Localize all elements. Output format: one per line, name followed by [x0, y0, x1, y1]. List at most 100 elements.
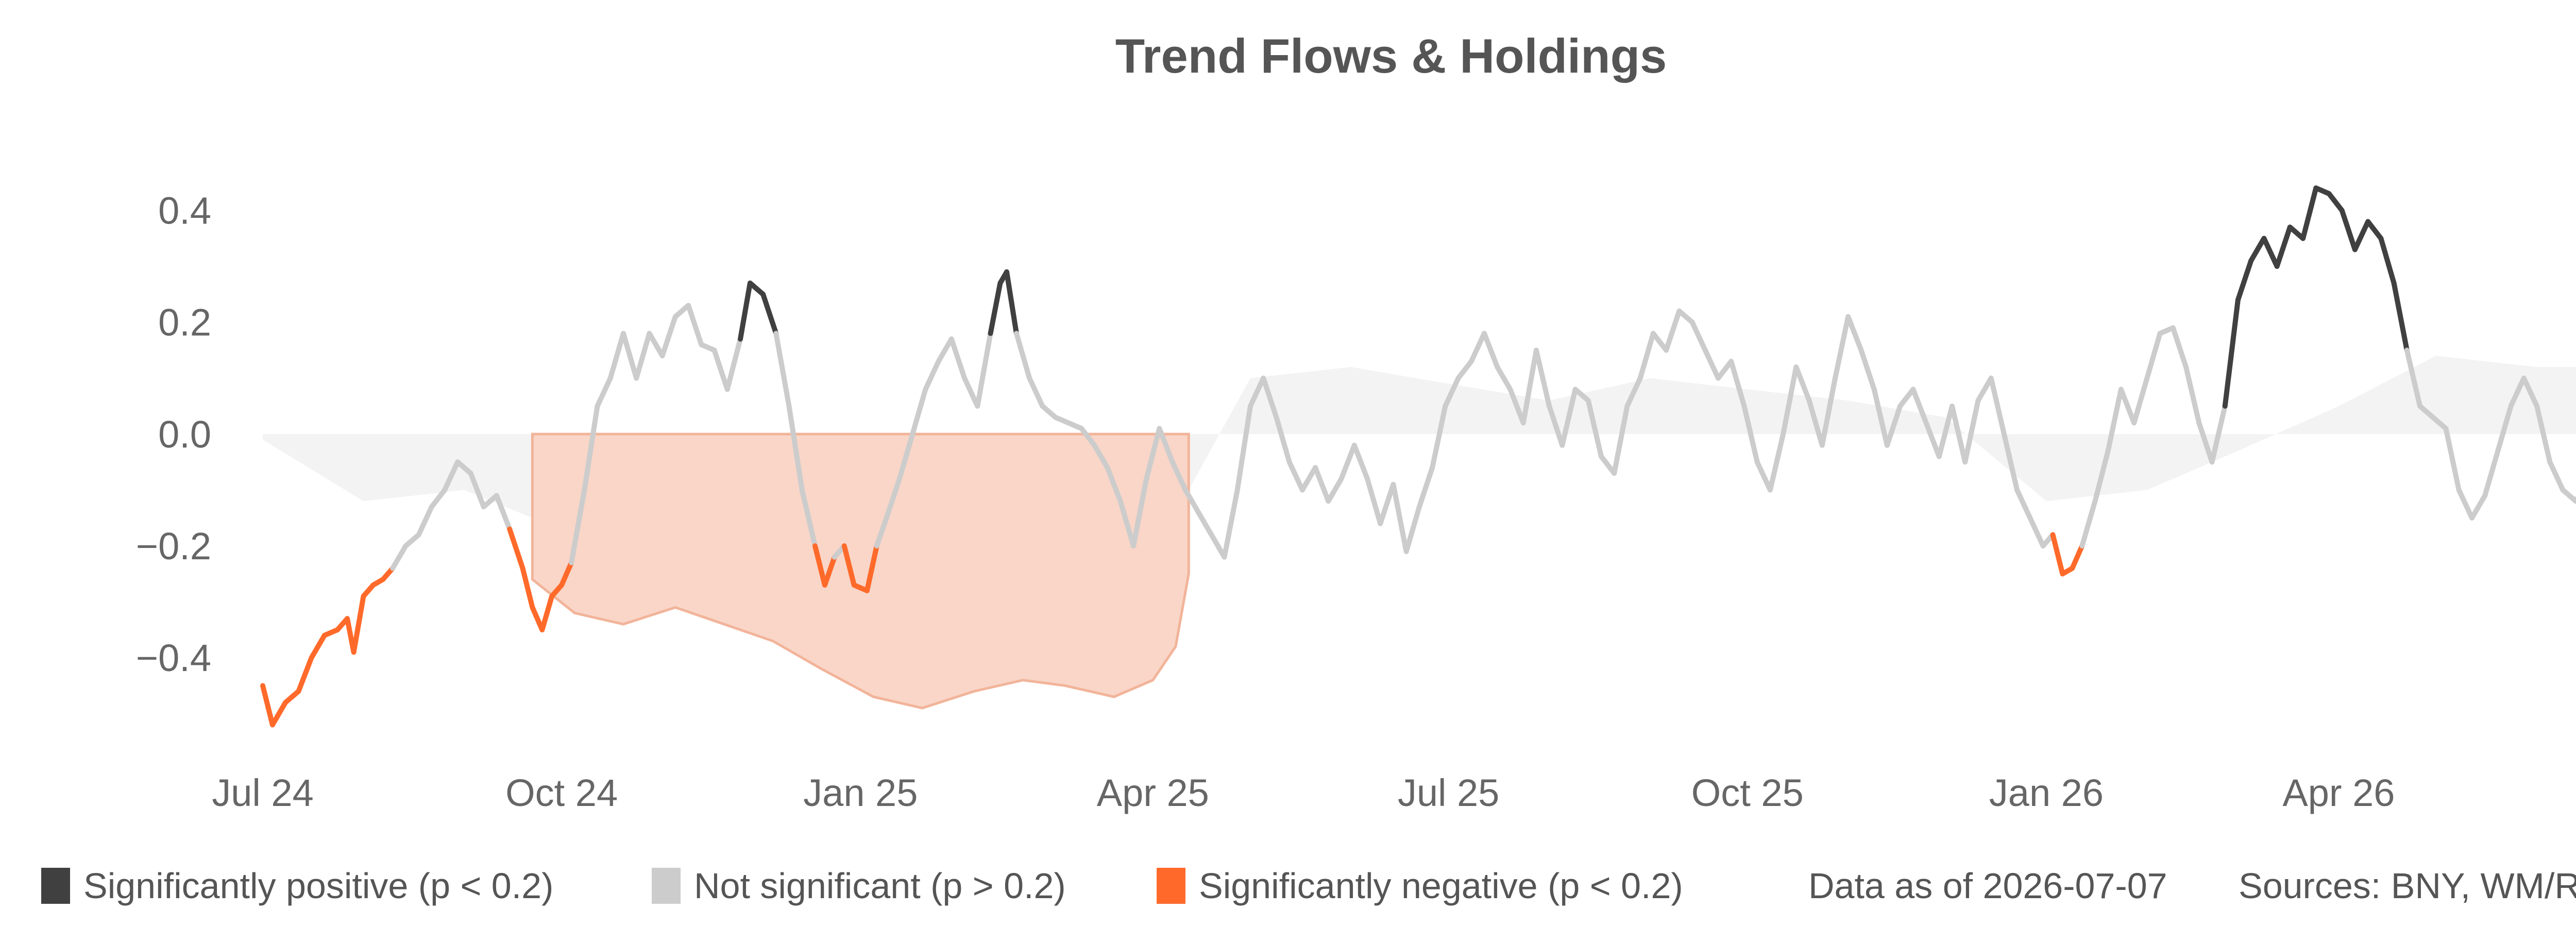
signal-line-segment — [2378, 235, 2397, 286]
signal-line-segment — [1391, 482, 1409, 554]
signal-line-segment — [647, 331, 665, 358]
signal-line-segment — [2105, 387, 2124, 454]
signal-line-segment — [442, 459, 461, 493]
signal-line-segment — [2209, 403, 2228, 465]
signal-line-segment — [582, 403, 600, 493]
signal-line-segment — [2222, 297, 2241, 409]
signal-line-segment — [2131, 375, 2150, 426]
signal-line-segment — [1599, 454, 1617, 476]
signal-line-segment — [884, 476, 902, 521]
signal-line-segment — [1092, 442, 1110, 470]
signal-line-segment — [1858, 348, 1877, 392]
signal-line-segment — [1313, 465, 1331, 504]
signal-line-segment — [2352, 219, 2371, 252]
y-tick-label: 0.2 — [158, 301, 211, 344]
signal-line-segment — [1910, 387, 1929, 426]
signal-line-segment — [559, 560, 574, 588]
signal-line-segment — [2079, 499, 2098, 548]
signal-line-segment — [2495, 403, 2514, 454]
signal-line-segment — [747, 280, 766, 297]
signal-line-segment — [416, 504, 434, 538]
signal-line-segment — [2326, 191, 2345, 213]
signal-line-segment — [1637, 331, 1656, 381]
signal-line-segment — [1897, 387, 1916, 409]
signal-line-segment — [962, 375, 980, 409]
signal-line-segment — [520, 565, 535, 610]
signal-line-segment — [988, 280, 1003, 336]
signal-line-segment — [1299, 465, 1318, 493]
signal-line-segment — [1144, 426, 1162, 482]
signal-line-segment — [1689, 319, 1708, 353]
signal-line-segment — [1547, 403, 1565, 448]
signal-line-segment — [1495, 364, 1513, 392]
signal-line-segment — [2534, 403, 2553, 465]
signal-line-segment — [2339, 208, 2358, 252]
signal-line-segment — [2235, 258, 2254, 303]
signal-line-segment — [595, 375, 613, 409]
signal-line-segment — [403, 532, 421, 548]
x-tick-label: Jul 24 — [212, 771, 313, 814]
x-tick-label: Jan 25 — [803, 771, 918, 814]
signal-line-segment — [620, 331, 639, 381]
signal-line-segment — [2118, 387, 2137, 426]
signal-line-segment — [738, 280, 753, 342]
signal-line-segment — [975, 331, 993, 409]
signal-line-segment — [2300, 185, 2319, 241]
signal-line-segment — [822, 554, 837, 588]
signal-line-segment — [1468, 331, 1487, 364]
sources-note: Sources: BNY, WM/Refinitiv — [2239, 866, 2576, 906]
signal-line-segment — [1793, 364, 1812, 403]
x-tick-label: Apr 25 — [1097, 771, 1209, 814]
legend: Significantly positive (p < 0.2) Not sig… — [0, 865, 2576, 917]
signal-line-segment — [1781, 364, 1799, 437]
x-tick-label: Oct 24 — [505, 771, 618, 814]
signal-line-segment — [1871, 387, 1890, 448]
signal-line-segment — [283, 689, 301, 705]
signal-line-segment — [1222, 487, 1240, 560]
signal-line-segment — [569, 487, 587, 565]
legend-label-positive: Significantly positive (p < 0.2) — [83, 866, 554, 906]
signal-line-segment — [1923, 420, 1942, 459]
signal-line-segment — [1962, 398, 1981, 465]
y-tick-label: 0.4 — [158, 190, 211, 232]
signal-line-segment — [1702, 348, 1721, 381]
legend-item-negative: Significantly negative (p < 0.2) — [1157, 865, 1683, 906]
signal-line-segment — [455, 459, 473, 476]
signal-line-segment — [1767, 431, 1786, 493]
signal-line-segment — [1182, 487, 1201, 515]
signal-line-segment — [1884, 403, 1903, 448]
signal-line-segment — [1004, 269, 1019, 336]
signal-line-segment — [1806, 398, 1825, 448]
signal-line-segment — [672, 303, 691, 319]
signal-line-segment — [1378, 482, 1396, 526]
signal-line-segment — [530, 605, 545, 632]
signal-line-segment — [296, 655, 314, 694]
signal-line-segment — [948, 336, 968, 381]
signal-line-segment — [1819, 375, 1838, 448]
signal-line-segment — [1716, 358, 1734, 381]
signal-line-segment — [429, 487, 448, 509]
signal-line-segment — [2443, 426, 2462, 493]
signal-line-segment — [799, 487, 818, 548]
negative-holdings-area — [531, 433, 1190, 710]
signal-line-segment — [2196, 420, 2215, 465]
signal-line-segment — [1105, 465, 1123, 504]
signal-line-segment — [1170, 459, 1188, 493]
signal-line-segment — [1507, 387, 1526, 426]
signal-line-segment — [1248, 375, 1266, 409]
signal-line-segment — [1845, 314, 1864, 353]
signal-line-segment — [2430, 415, 2449, 431]
signal-line-segment — [2404, 348, 2423, 409]
signal-line-segment — [686, 303, 704, 348]
signal-line-segment — [1338, 442, 1357, 482]
signal-line-segment — [864, 543, 879, 593]
signal-line-segment — [1365, 476, 1383, 526]
signal-line-segment — [2001, 431, 2020, 493]
signal-line-segment — [468, 470, 486, 509]
signal-line-segment — [2274, 225, 2293, 269]
signal-line-segment — [2050, 532, 2065, 577]
signal-line-segment — [874, 515, 889, 548]
plot-area: 0.4 0.2 0.0 −0.2 −0.4 Jul 24 Oct 24 Jan 25 Apr … — [136, 185, 2576, 814]
signal-line-segment — [2391, 280, 2410, 353]
y-tick-label: 0.0 — [158, 413, 211, 456]
